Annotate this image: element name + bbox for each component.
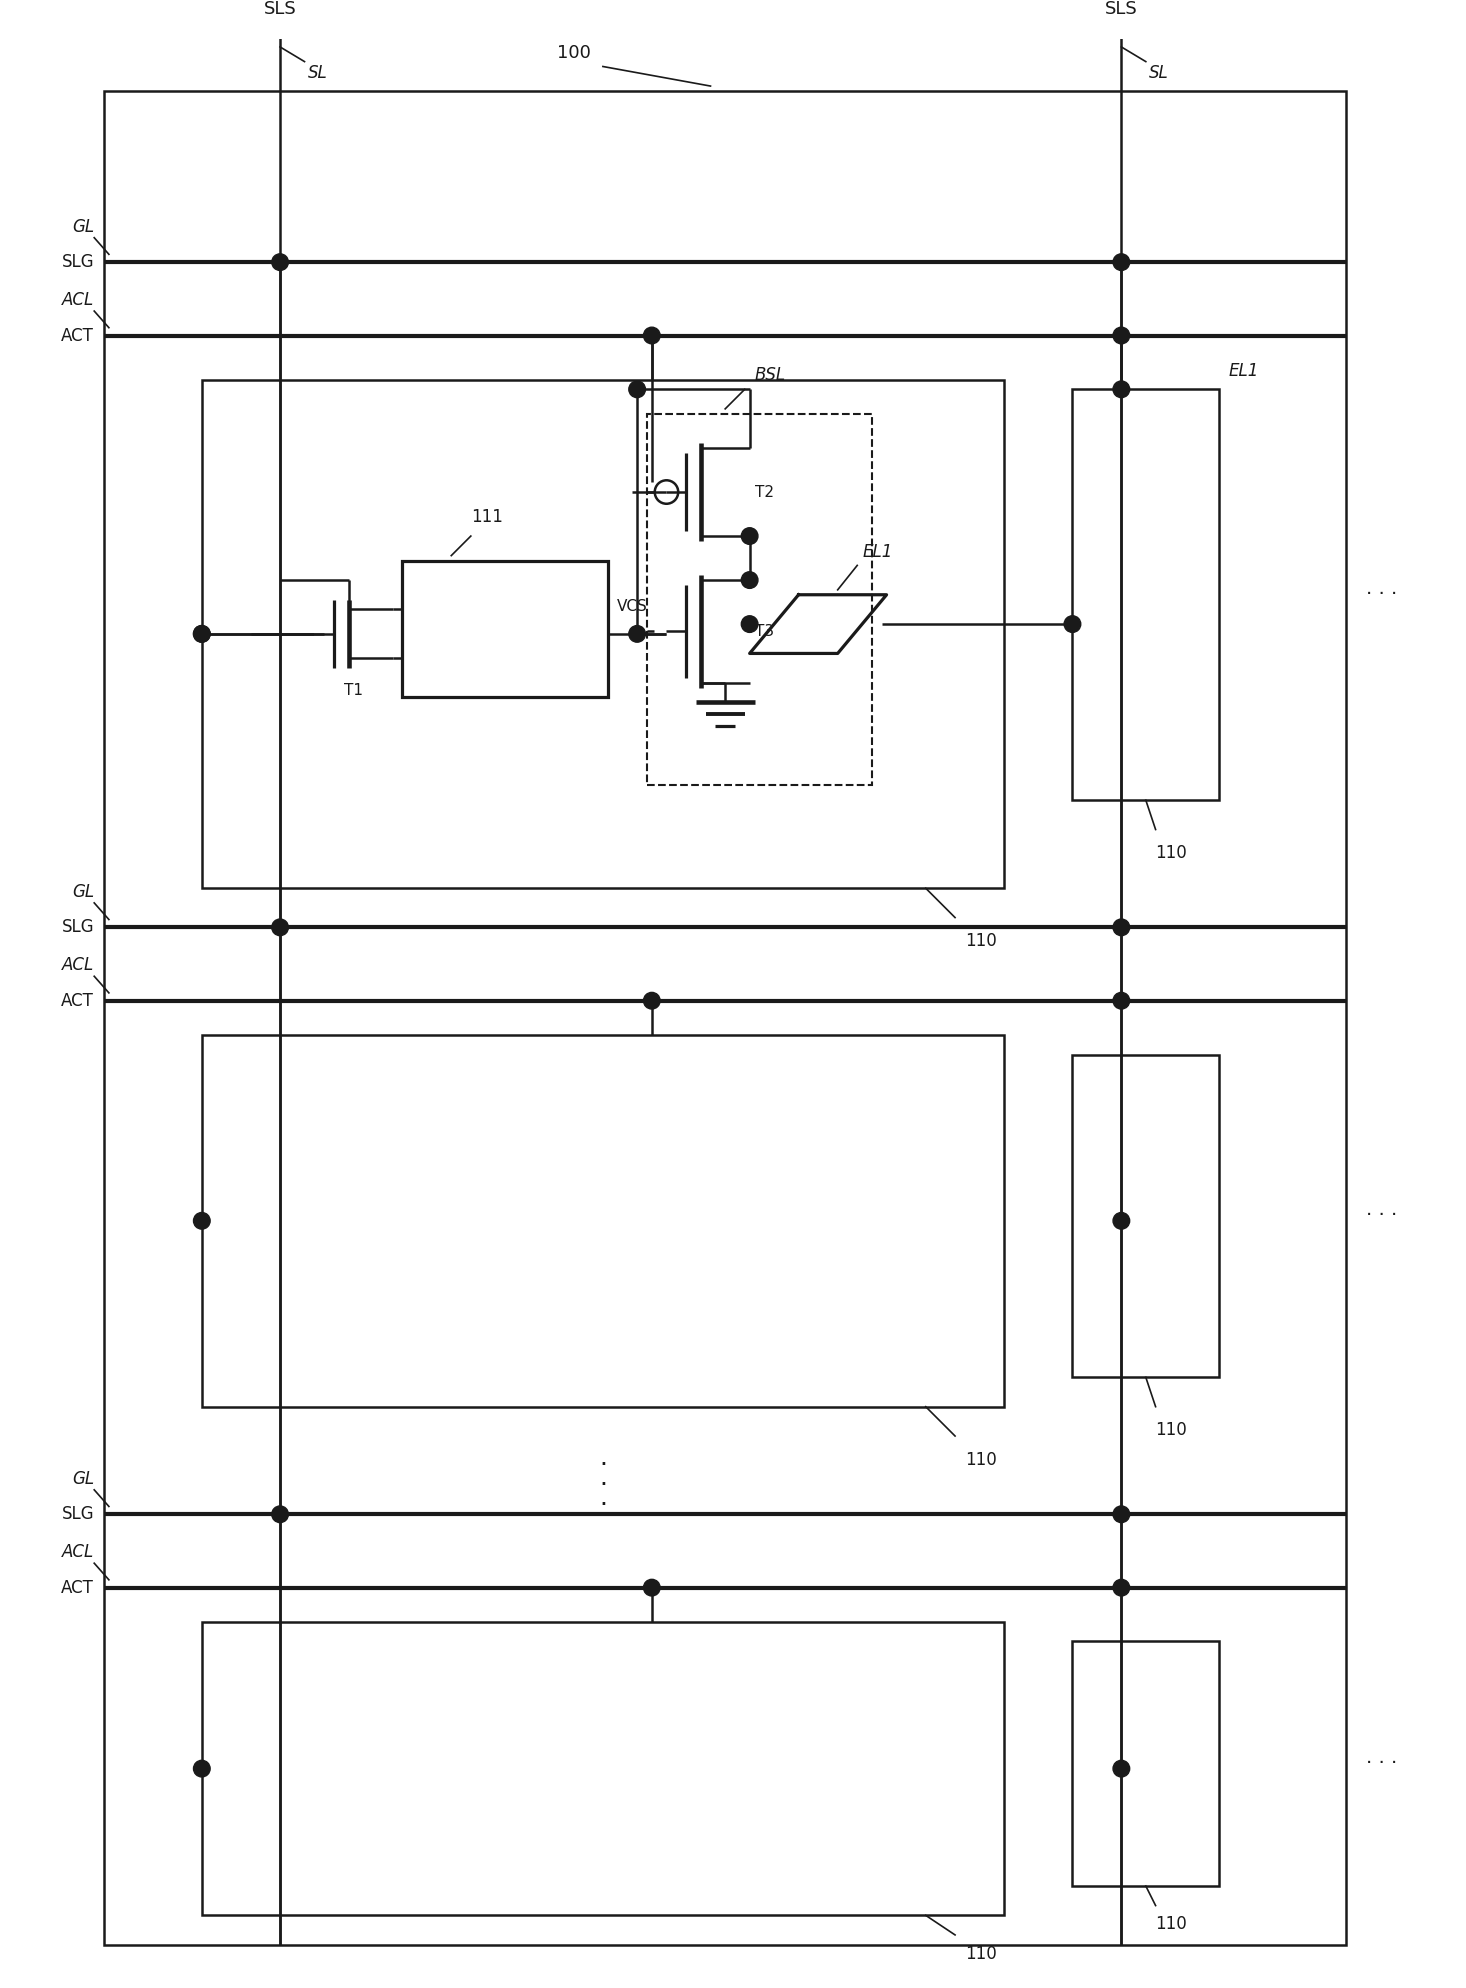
Text: ACT: ACT (62, 1578, 94, 1596)
Bar (202, 380, 1004, 889)
Text: VCS: VCS (617, 598, 648, 614)
Circle shape (1113, 1213, 1130, 1229)
Circle shape (1064, 616, 1080, 632)
Text: GL: GL (72, 883, 94, 901)
Text: ACT: ACT (62, 992, 94, 1010)
Circle shape (644, 992, 660, 1010)
Text: SLS: SLS (264, 0, 296, 18)
Circle shape (644, 328, 660, 344)
Text: ·
·
·: · · · (600, 1453, 607, 1517)
Circle shape (629, 626, 645, 642)
Circle shape (194, 626, 210, 642)
Bar (647, 414, 872, 785)
Bar (202, 1036, 1004, 1408)
Circle shape (1113, 1578, 1130, 1596)
Text: · · ·: · · · (1366, 1207, 1397, 1225)
Text: 模块: 模块 (493, 644, 517, 664)
Circle shape (194, 1759, 210, 1777)
Text: SL: SL (308, 64, 327, 82)
Text: ACT: ACT (62, 326, 94, 344)
Circle shape (1113, 1507, 1130, 1523)
Bar (104, 91, 1346, 1944)
Circle shape (194, 626, 210, 642)
Circle shape (742, 573, 758, 588)
Text: BSL: BSL (755, 366, 786, 384)
Text: SLS: SLS (1105, 0, 1138, 18)
Text: ACL: ACL (62, 956, 94, 974)
Circle shape (271, 254, 289, 270)
Text: 100: 100 (557, 44, 591, 62)
Circle shape (742, 616, 758, 632)
Circle shape (1113, 1759, 1130, 1777)
Text: SLG: SLG (62, 252, 94, 270)
Text: T2: T2 (755, 485, 774, 499)
Circle shape (271, 1507, 289, 1523)
Text: EL1: EL1 (862, 543, 893, 561)
Bar (1073, 390, 1220, 801)
Text: 110: 110 (965, 1451, 997, 1469)
Text: 110: 110 (965, 1944, 997, 1962)
Bar (1073, 1054, 1220, 1378)
Circle shape (1113, 328, 1130, 344)
Text: · · ·: · · · (1366, 1753, 1397, 1773)
Text: T3: T3 (755, 624, 774, 638)
Text: GL: GL (72, 219, 94, 237)
Text: T1: T1 (345, 682, 364, 698)
Circle shape (271, 918, 289, 936)
Text: 稳压: 稳压 (493, 600, 517, 620)
Circle shape (742, 527, 758, 545)
Text: EL1: EL1 (1229, 362, 1259, 380)
Bar (402, 561, 608, 698)
Text: ACL: ACL (62, 290, 94, 308)
Bar (1073, 1642, 1220, 1887)
Text: GL: GL (72, 1469, 94, 1487)
Text: 110: 110 (1155, 1421, 1187, 1439)
Circle shape (1113, 992, 1130, 1010)
Bar (202, 1622, 1004, 1914)
Text: 111: 111 (471, 509, 503, 527)
Circle shape (644, 1578, 660, 1596)
Circle shape (629, 382, 645, 398)
Circle shape (194, 1213, 210, 1229)
Text: SLG: SLG (62, 918, 94, 936)
Text: 110: 110 (1155, 1914, 1187, 1934)
Text: · · ·: · · · (1366, 584, 1397, 604)
Text: 110: 110 (1155, 845, 1187, 863)
Circle shape (1113, 918, 1130, 936)
Circle shape (1113, 254, 1130, 270)
Text: SLG: SLG (62, 1505, 94, 1523)
Text: ACL: ACL (62, 1543, 94, 1561)
Circle shape (1113, 382, 1130, 398)
Text: 110: 110 (965, 932, 997, 950)
Text: SL: SL (1149, 64, 1168, 82)
